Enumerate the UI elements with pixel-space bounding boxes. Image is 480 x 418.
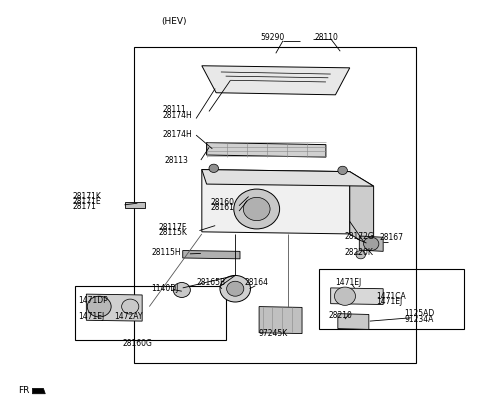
Polygon shape (331, 288, 383, 304)
Polygon shape (86, 294, 142, 321)
Polygon shape (206, 143, 326, 157)
Circle shape (243, 197, 270, 221)
Circle shape (220, 275, 251, 302)
Bar (75, 286, 226, 340)
Polygon shape (350, 172, 373, 248)
Text: FR: FR (18, 386, 29, 395)
Polygon shape (125, 201, 144, 208)
Polygon shape (202, 170, 350, 234)
Text: 28161: 28161 (210, 203, 234, 212)
Polygon shape (202, 66, 350, 95)
Polygon shape (259, 306, 302, 334)
Circle shape (364, 237, 379, 250)
Polygon shape (183, 250, 240, 259)
Polygon shape (338, 314, 369, 329)
Circle shape (335, 287, 356, 305)
Text: (HEV): (HEV) (161, 17, 187, 26)
Circle shape (121, 299, 139, 314)
Text: 1471EJ: 1471EJ (78, 313, 104, 321)
Circle shape (234, 189, 280, 229)
Text: 28220K: 28220K (344, 248, 373, 257)
Circle shape (227, 281, 244, 296)
Text: 28171E: 28171E (72, 197, 101, 206)
Text: 28160: 28160 (210, 198, 234, 207)
Text: 1471EJ: 1471EJ (336, 278, 362, 288)
Polygon shape (33, 388, 45, 394)
Text: 28111: 28111 (163, 105, 186, 114)
Text: 28113: 28113 (165, 155, 189, 165)
Text: 28165B: 28165B (196, 278, 225, 287)
Bar (134, 47, 416, 363)
Text: 1472AY: 1472AY (115, 313, 143, 321)
Text: 1140DJ: 1140DJ (151, 284, 178, 293)
Circle shape (87, 296, 111, 317)
Text: 1471CA: 1471CA (376, 292, 406, 301)
Text: 28160G: 28160G (122, 339, 152, 349)
Text: 59290: 59290 (261, 33, 285, 43)
Circle shape (356, 250, 365, 259)
Text: 28171: 28171 (72, 202, 96, 211)
Text: 28117F: 28117F (159, 223, 187, 232)
Text: 1125AD: 1125AD (405, 309, 435, 318)
Polygon shape (202, 170, 373, 186)
Circle shape (209, 164, 218, 173)
Text: 28115K: 28115K (159, 228, 188, 237)
Text: 28174H: 28174H (163, 111, 192, 120)
Text: 28115H: 28115H (152, 248, 181, 257)
Circle shape (173, 283, 191, 298)
Text: 1471DP: 1471DP (79, 296, 108, 305)
Text: 28110: 28110 (314, 33, 338, 43)
Polygon shape (360, 236, 383, 251)
Text: 28171K: 28171K (72, 192, 101, 201)
Text: 28174H: 28174H (163, 130, 192, 139)
Circle shape (338, 166, 348, 175)
Text: 28210: 28210 (328, 311, 352, 320)
Text: 28172G: 28172G (345, 232, 375, 241)
Text: 28167: 28167 (379, 233, 403, 242)
Text: 91234A: 91234A (405, 314, 434, 324)
Text: 28164: 28164 (245, 278, 269, 287)
Text: 97245K: 97245K (258, 329, 288, 338)
Text: 1471EJ: 1471EJ (376, 297, 402, 306)
Bar (319, 269, 464, 329)
